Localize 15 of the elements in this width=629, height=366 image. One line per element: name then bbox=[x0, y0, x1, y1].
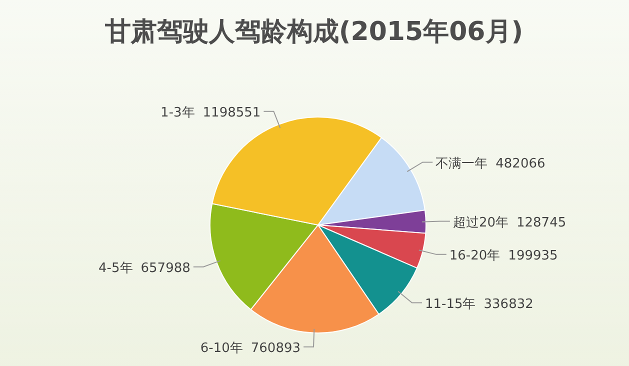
slice-label: 4-5年 bbox=[98, 260, 133, 276]
slice-label: 11-15年 bbox=[424, 296, 476, 312]
data-label: 199935 bbox=[508, 248, 558, 264]
chart-title: 甘肃驾驶人驾龄构成(2015年06月) bbox=[104, 17, 524, 47]
slice-label: 不满一年 bbox=[436, 156, 488, 172]
data-label: 482066 bbox=[496, 156, 546, 172]
data-label: 760893 bbox=[250, 340, 301, 356]
data-label: 128745 bbox=[516, 215, 566, 230]
slice-label: 16-20年 bbox=[449, 248, 500, 264]
data-label: 657988 bbox=[140, 260, 190, 276]
slice-label: 6-10年 bbox=[200, 340, 243, 356]
data-label: 1198551 bbox=[202, 105, 261, 120]
data-label: 336832 bbox=[484, 296, 534, 312]
slice-label: 超过20年 bbox=[452, 215, 508, 230]
slice-label: 1-3年 bbox=[160, 105, 195, 120]
